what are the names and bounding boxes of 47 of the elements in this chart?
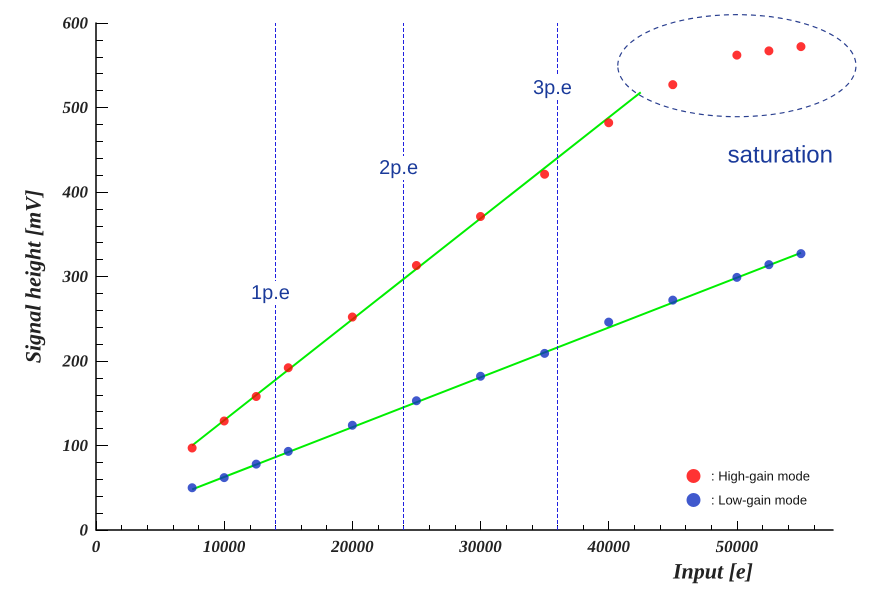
point — [188, 444, 197, 453]
annotation: saturation — [728, 142, 834, 168]
point — [540, 170, 550, 179]
point — [476, 372, 486, 381]
y-tick-label: 500 — [62, 98, 88, 117]
ref-line-label: 3p.e — [532, 77, 572, 99]
legend-label: : Low-gain mode — [711, 492, 808, 508]
y-tick-label: 400 — [62, 182, 88, 202]
point — [604, 118, 614, 128]
point — [668, 80, 678, 90]
point — [476, 212, 486, 221]
point — [412, 396, 421, 406]
x-tick-label: 50000 — [716, 537, 759, 556]
point — [252, 460, 261, 469]
y-tick-label: 300 — [62, 267, 88, 286]
legend-label: : High-gain mode — [711, 468, 810, 484]
point — [764, 46, 774, 56]
y-tick-label: 100 — [62, 436, 88, 455]
ref-line-label: 1p.e — [250, 282, 290, 304]
point — [348, 312, 357, 322]
point — [188, 483, 197, 492]
x-tick-label: 20000 — [330, 537, 374, 556]
point — [764, 260, 774, 270]
y-tick-label: 200 — [62, 352, 88, 370]
ref-line-label: 2p.e — [379, 157, 418, 179]
point — [284, 363, 293, 372]
point — [284, 446, 293, 456]
point — [540, 348, 550, 358]
point — [252, 392, 261, 401]
point — [796, 42, 806, 52]
y-tick-label: 600 — [62, 14, 88, 32]
point — [796, 249, 806, 258]
x-tick-label: 30000 — [458, 537, 502, 556]
x-tick-label: 10000 — [202, 537, 246, 556]
x-tick-label: 40000 — [586, 537, 630, 556]
point — [668, 296, 678, 305]
point — [220, 416, 229, 426]
point — [220, 473, 229, 482]
point — [348, 420, 357, 430]
point — [732, 50, 742, 60]
y-tick-label: 0 — [80, 520, 88, 540]
x-axis-title: Input [e] — [672, 558, 753, 584]
point — [412, 261, 421, 270]
x-tick-label: 0 — [92, 537, 101, 556]
point — [604, 318, 614, 327]
point — [732, 272, 742, 282]
y-axis-title: Signal height [mV] — [20, 190, 46, 364]
